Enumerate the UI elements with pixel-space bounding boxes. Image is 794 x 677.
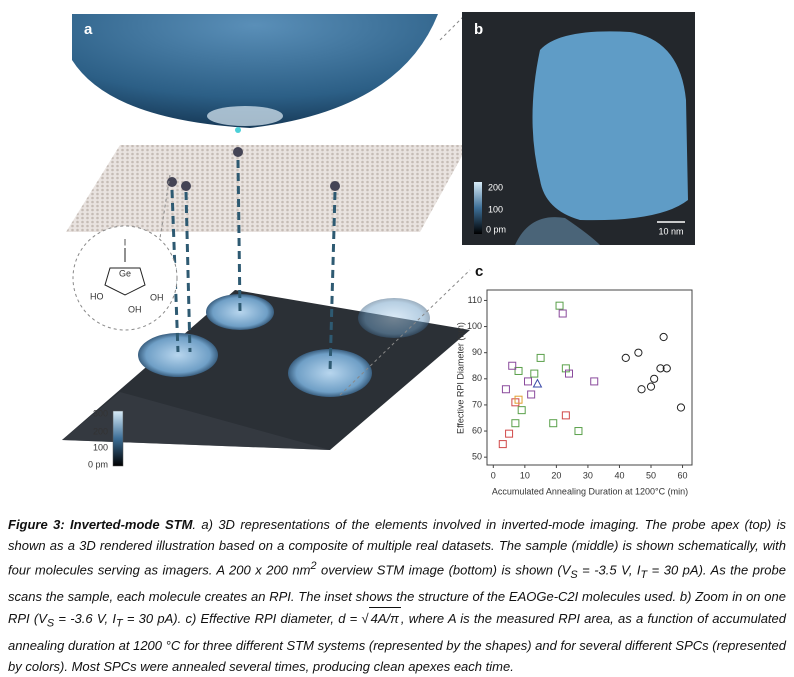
data-point <box>561 411 570 420</box>
data-point <box>646 382 656 391</box>
x-tick-label: 30 <box>583 470 593 480</box>
caption-text: = -3.5 V, I <box>577 562 641 578</box>
molecule-label: HO <box>90 291 104 301</box>
data-point <box>637 385 646 394</box>
figure: I Ge HO OH OH a 300 200 100 0 pm b 200 1… <box>60 10 695 500</box>
data-point <box>498 440 507 449</box>
data-point <box>634 348 643 357</box>
x-tick-label: 20 <box>551 470 561 480</box>
caption-text: overview STM image (bottom) is shown (V <box>316 562 571 578</box>
data-point <box>590 377 599 386</box>
data-point <box>508 361 517 370</box>
data-point <box>514 395 523 404</box>
colorbar-label: 200 <box>93 426 108 436</box>
x-tick-label: 10 <box>520 470 530 480</box>
caption-text: Inverted-mode STM <box>70 517 193 532</box>
data-point <box>514 366 523 375</box>
colorbar-label: 0 pm <box>88 459 108 469</box>
x-tick-label: 0 <box>491 470 496 480</box>
data-point <box>676 403 686 412</box>
panel-b-image <box>462 12 695 245</box>
y-tick-label: 70 <box>472 399 482 409</box>
molecule-label: OH <box>128 304 142 314</box>
colorbar-label: 200 <box>488 182 503 192</box>
caption-text: , where A is the measured RPI area, as a… <box>8 610 786 674</box>
data-point <box>574 427 583 436</box>
y-axis-label: Effective RPI Diameter (nm) <box>455 322 465 434</box>
panel-label: b <box>474 21 483 38</box>
data-point <box>532 378 543 388</box>
panel-label: c <box>475 263 483 280</box>
data-point <box>517 406 526 415</box>
data-point <box>501 385 510 394</box>
x-tick-label: 50 <box>646 470 656 480</box>
caption-text: 2 <box>310 560 317 572</box>
data-point <box>505 429 514 438</box>
data-point <box>565 369 573 378</box>
data-point <box>555 301 564 310</box>
colorbar-label: 300 <box>93 408 108 418</box>
data-point <box>650 374 659 383</box>
panel-a-art <box>60 10 471 500</box>
caption-text: = 30 pA). c) Effective RPI diameter, <box>122 610 339 626</box>
caption-text: 4A/π <box>368 606 401 629</box>
molecule-label: I <box>124 237 127 247</box>
data-point <box>527 390 536 399</box>
caption: Figure 3: Inverted-mode STM. a) 3D repre… <box>8 517 787 674</box>
data-point <box>549 419 558 428</box>
x-axis-label: Accumulated Annealing Duration at 1200°C… <box>492 486 688 496</box>
x-tick-label: 40 <box>614 470 624 480</box>
panel-label: a <box>84 21 93 38</box>
scale-bar-label: 10 nm <box>658 226 683 236</box>
colorbar-label: 100 <box>488 204 503 214</box>
y-tick-label: 110 <box>468 295 482 305</box>
caption-text: S <box>46 617 55 630</box>
colorbar-label: 0 pm <box>486 224 506 234</box>
data-point <box>659 332 668 342</box>
molecule-label: OH <box>150 292 164 302</box>
data-point <box>662 364 671 373</box>
y-tick-label: 50 <box>472 452 482 462</box>
caption-text: = -3.6 V, I <box>54 610 116 626</box>
x-tick-label: 60 <box>678 470 688 480</box>
caption-text: = 30 pA). As the probe scans the sample,… <box>8 562 786 626</box>
data-point <box>530 369 539 378</box>
y-tick-label: 100 <box>467 321 482 331</box>
y-tick-label: 60 <box>472 425 482 435</box>
colorbar-label: 100 <box>93 442 108 452</box>
y-tick-label: 80 <box>472 373 482 383</box>
caption-text: S <box>570 568 578 581</box>
caption-text: T <box>116 617 123 630</box>
data-point <box>621 353 630 363</box>
y-tick-label: 90 <box>472 347 482 357</box>
caption-text: d = <box>338 610 362 626</box>
data-point <box>524 377 532 386</box>
data-point <box>558 309 567 318</box>
plot-frame <box>486 289 693 466</box>
caption-text: T <box>640 568 648 581</box>
caption-text: . a) 3D representations of the elements … <box>8 517 787 578</box>
caption-text: Figure 3: <box>8 517 71 532</box>
data-point <box>656 364 665 373</box>
molecule-label: Ge <box>119 268 131 278</box>
data-point <box>536 353 545 362</box>
data-point <box>511 419 520 428</box>
